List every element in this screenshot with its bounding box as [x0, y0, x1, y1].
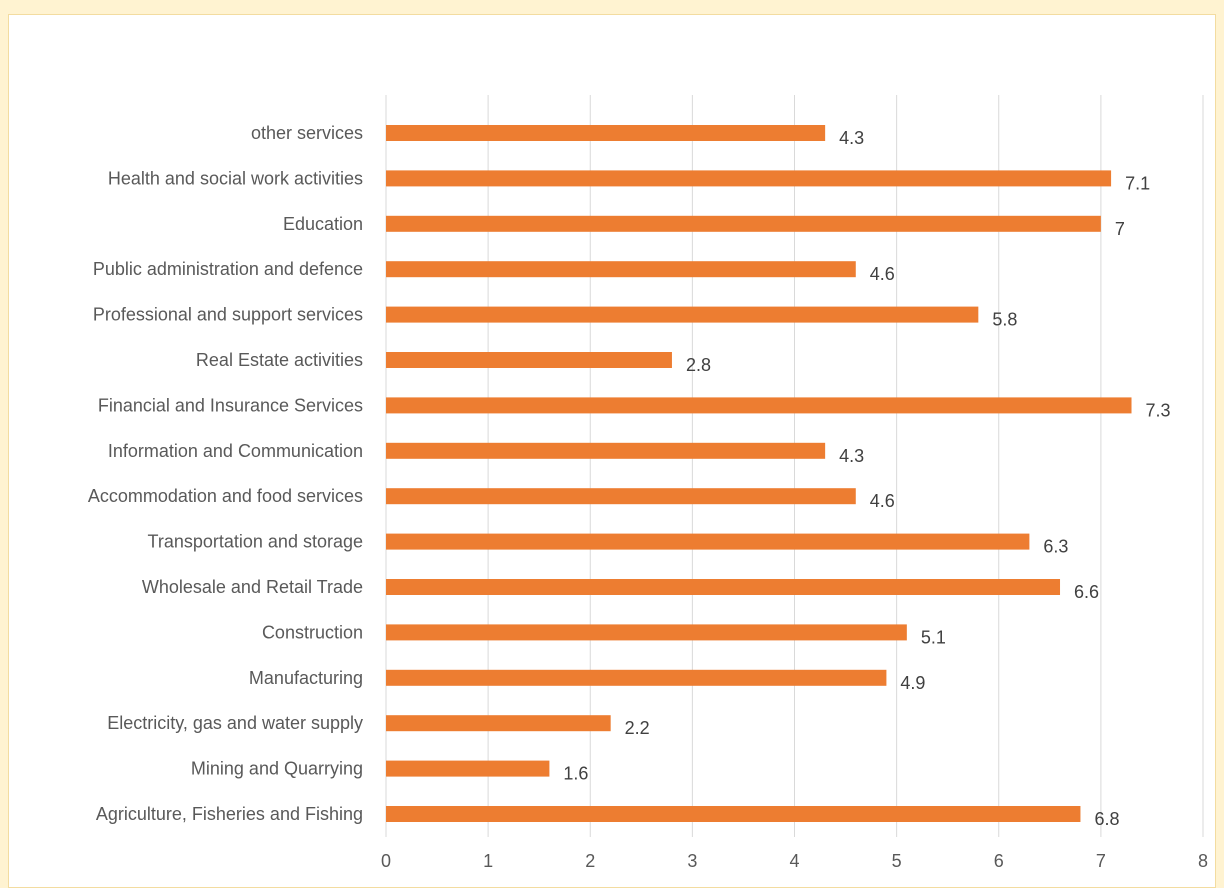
bar [386, 397, 1132, 414]
category-label: Transportation and storage [148, 532, 363, 552]
data-label: 7.1 [1125, 173, 1150, 193]
x-tick-label: 7 [1096, 851, 1106, 871]
x-tick-label: 0 [381, 851, 391, 871]
bar [386, 488, 856, 505]
category-label: Health and social work activities [108, 168, 363, 188]
category-label: Agriculture, Fisheries and Fishing [96, 804, 363, 824]
bar-chart: other services Health and social work act… [88, 95, 1208, 871]
data-label: 5.8 [992, 310, 1017, 330]
category-label: Accommodation and food services [88, 486, 363, 506]
category-label: Manufacturing [249, 668, 363, 688]
x-tick-label: 4 [789, 851, 799, 871]
data-label: 7.3 [1146, 400, 1171, 420]
category-label: Financial and Insurance Services [98, 395, 363, 415]
data-label: 5.1 [921, 627, 946, 647]
x-tick-label: 1 [483, 851, 493, 871]
category-label: Public administration and defence [93, 259, 363, 279]
bar [386, 715, 611, 732]
bar [386, 533, 1030, 550]
chart-frame: other services Health and social work act… [8, 14, 1216, 888]
bar [386, 806, 1081, 822]
bar [386, 170, 1112, 187]
x-tick-label: 5 [892, 851, 902, 871]
bar [386, 306, 979, 323]
category-label: Mining and Quarrying [191, 759, 363, 779]
category-label: other services [251, 123, 363, 143]
data-label: 4.3 [839, 446, 864, 466]
category-label: Professional and support services [93, 305, 363, 325]
category-label: Real Estate activities [196, 350, 363, 370]
bar [386, 579, 1061, 595]
category-label: Wholesale and Retail Trade [142, 577, 363, 597]
x-tick-label: 6 [994, 851, 1004, 871]
category-label: Education [283, 214, 363, 234]
data-label: 4.6 [870, 264, 895, 284]
category-label: Information and Communication [108, 441, 363, 461]
category-labels: other services Health and social work act… [88, 123, 363, 824]
bars [386, 125, 1132, 822]
data-label: 4.9 [900, 673, 925, 693]
data-label: 1.6 [563, 764, 588, 784]
bar [386, 760, 550, 777]
bar [386, 215, 1101, 232]
bar [386, 125, 826, 141]
x-tick-label: 8 [1198, 851, 1208, 871]
x-axis-tick-labels: 0 1 2 3 4 5 6 7 8 [381, 851, 1208, 871]
data-labels: 4.3 7.1 7 4.6 5.8 2.8 7.3 4.3 4.6 6.3 6.6 5.1 4.9 2.2… [563, 128, 1170, 829]
data-label: 2.2 [625, 718, 650, 738]
x-tick-label: 3 [687, 851, 697, 871]
data-label: 6.8 [1094, 809, 1119, 829]
category-label: Construction [262, 622, 363, 642]
bar [386, 442, 826, 459]
bar [386, 624, 907, 641]
data-label: 2.8 [686, 355, 711, 375]
category-label: Electricity, gas and water supply [107, 713, 363, 733]
data-label: 4.3 [839, 128, 864, 148]
bar [386, 669, 887, 686]
bar [386, 352, 672, 368]
data-label: 6.3 [1043, 537, 1068, 557]
x-tick-label: 2 [585, 851, 595, 871]
data-label: 6.6 [1074, 582, 1099, 602]
data-label: 7 [1115, 219, 1125, 239]
bar [386, 261, 856, 278]
data-label: 4.6 [870, 491, 895, 511]
